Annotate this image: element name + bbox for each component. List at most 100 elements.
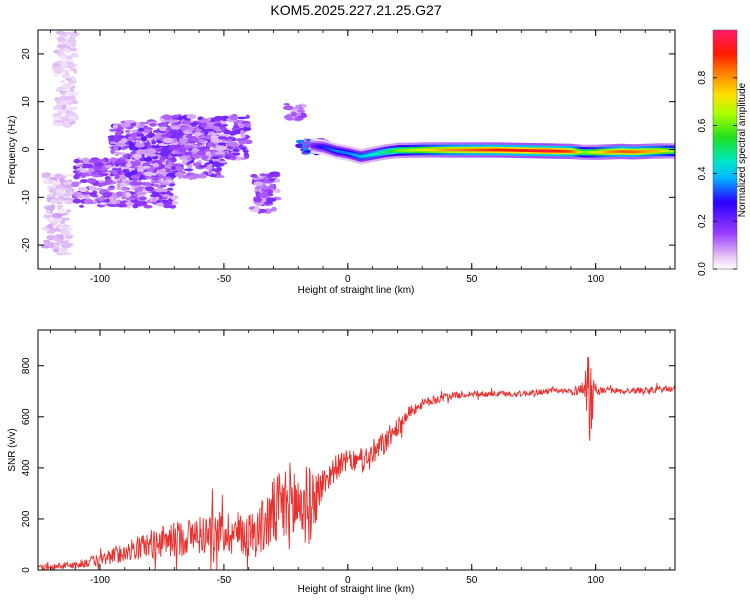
spectral-blob <box>191 147 199 153</box>
spectral-blob <box>97 184 103 188</box>
spectral-ridge <box>445 148 448 152</box>
spectral-ridge <box>407 148 410 152</box>
spectral-ridge <box>540 149 542 153</box>
spectral-blob <box>124 180 130 184</box>
spectral-blob <box>161 176 173 180</box>
spectral-ridge <box>596 150 598 154</box>
spectral-blob <box>234 138 246 141</box>
spectral-blob <box>147 144 153 150</box>
spectral-blob <box>52 122 59 126</box>
spectral-blob <box>45 210 51 214</box>
spectral-blob <box>213 123 222 127</box>
spectral-blob <box>265 197 277 202</box>
spectral-blob <box>55 188 65 195</box>
spectral-ridge <box>650 149 653 153</box>
spectral-ridge <box>448 148 451 152</box>
y-tick-label: 0 <box>21 567 32 573</box>
spectral-ridge <box>324 145 326 149</box>
spectral-ridge <box>417 148 420 152</box>
spectral-ridge <box>426 148 429 152</box>
spectral-blob <box>162 137 174 144</box>
spectral-blob <box>116 187 123 190</box>
x-tick-label: -100 <box>90 575 110 586</box>
spectral-ridge <box>485 148 488 152</box>
spectral-blob <box>211 156 220 160</box>
spectral-blob <box>112 136 122 142</box>
spectral-blob <box>43 178 50 182</box>
spectral-ridge <box>592 150 595 154</box>
spectral-ridge <box>508 148 510 152</box>
spectral-blob <box>65 173 73 178</box>
spectral-blob <box>61 95 67 101</box>
spectral-blob <box>56 86 63 91</box>
spectral-blob <box>259 173 268 177</box>
spectral-ridge <box>582 150 585 154</box>
spectral-ridge <box>538 149 540 153</box>
spectral-blob <box>273 178 280 183</box>
spectral-blob <box>214 115 225 121</box>
spectral-blob <box>206 121 215 127</box>
spectral-ridge <box>436 148 439 152</box>
colorbar-tick-label: 0.8 <box>697 70 708 84</box>
spectral-ridge <box>462 148 464 152</box>
spectral-ridge <box>504 148 507 152</box>
spectral-ridge <box>571 150 574 153</box>
spectral-blob <box>162 195 172 198</box>
spectral-ridge <box>475 148 478 152</box>
spectral-blob <box>133 181 145 186</box>
colorbar-ticks: 0.0 0.2 0.4 0.6 0.8 <box>697 70 737 276</box>
spectral-blob <box>41 174 51 178</box>
spectral-blob <box>86 163 94 168</box>
spectral-ridge <box>648 149 651 153</box>
spectral-blob <box>78 204 85 208</box>
spectral-ridge <box>609 150 611 154</box>
spectral-ridge <box>400 148 403 152</box>
spectral-ridge <box>486 148 489 152</box>
spectral-blob <box>61 217 70 221</box>
spectral-ridge <box>375 152 377 156</box>
spectral-blob <box>78 164 84 167</box>
spectral-blob <box>142 165 150 169</box>
x-tick-label: 100 <box>587 274 604 285</box>
spectral-blob <box>181 120 192 125</box>
spectral-blob <box>116 191 123 197</box>
spectral-blob <box>63 184 73 189</box>
spectral-ridge <box>558 149 560 153</box>
spectral-ridge <box>327 147 329 150</box>
spectral-ridge <box>311 144 314 148</box>
spectral-blob <box>61 243 72 249</box>
spectral-blob <box>210 137 220 143</box>
spectral-blob <box>123 154 129 158</box>
spectral-ridge <box>498 148 500 152</box>
spectral-ridge <box>409 148 412 152</box>
spectral-ridge <box>518 148 520 152</box>
spectral-ridge <box>545 149 548 153</box>
spectral-ridge <box>399 148 402 152</box>
spectral-ridge <box>512 148 514 152</box>
spectral-blob <box>171 165 176 170</box>
spectral-ridge <box>654 149 656 153</box>
spectral-ridge <box>347 151 349 155</box>
spectral-blob <box>139 121 147 125</box>
spectral-blob <box>120 147 127 150</box>
spectral-blob <box>66 116 78 120</box>
y-tick-label: 800 <box>21 357 32 374</box>
spectral-ridge <box>402 148 404 152</box>
spectral-ridge <box>494 148 497 152</box>
spectral-ridge <box>579 150 581 154</box>
spectral-ridge <box>530 149 532 153</box>
spectral-blob <box>192 162 202 167</box>
spectral-ridge <box>310 144 313 148</box>
spectral-ridge <box>370 153 373 157</box>
spectral-ridge <box>514 148 517 152</box>
spectral-blob <box>191 144 198 148</box>
spectral-blob <box>155 160 161 163</box>
spectral-ridge <box>580 150 582 154</box>
spectral-blob <box>214 175 225 178</box>
spectral-ridge <box>322 145 325 149</box>
spectral-blob <box>151 140 157 145</box>
spectral-blob <box>198 146 203 150</box>
spectral-blob <box>65 122 71 128</box>
spectral-ridge <box>587 150 589 154</box>
